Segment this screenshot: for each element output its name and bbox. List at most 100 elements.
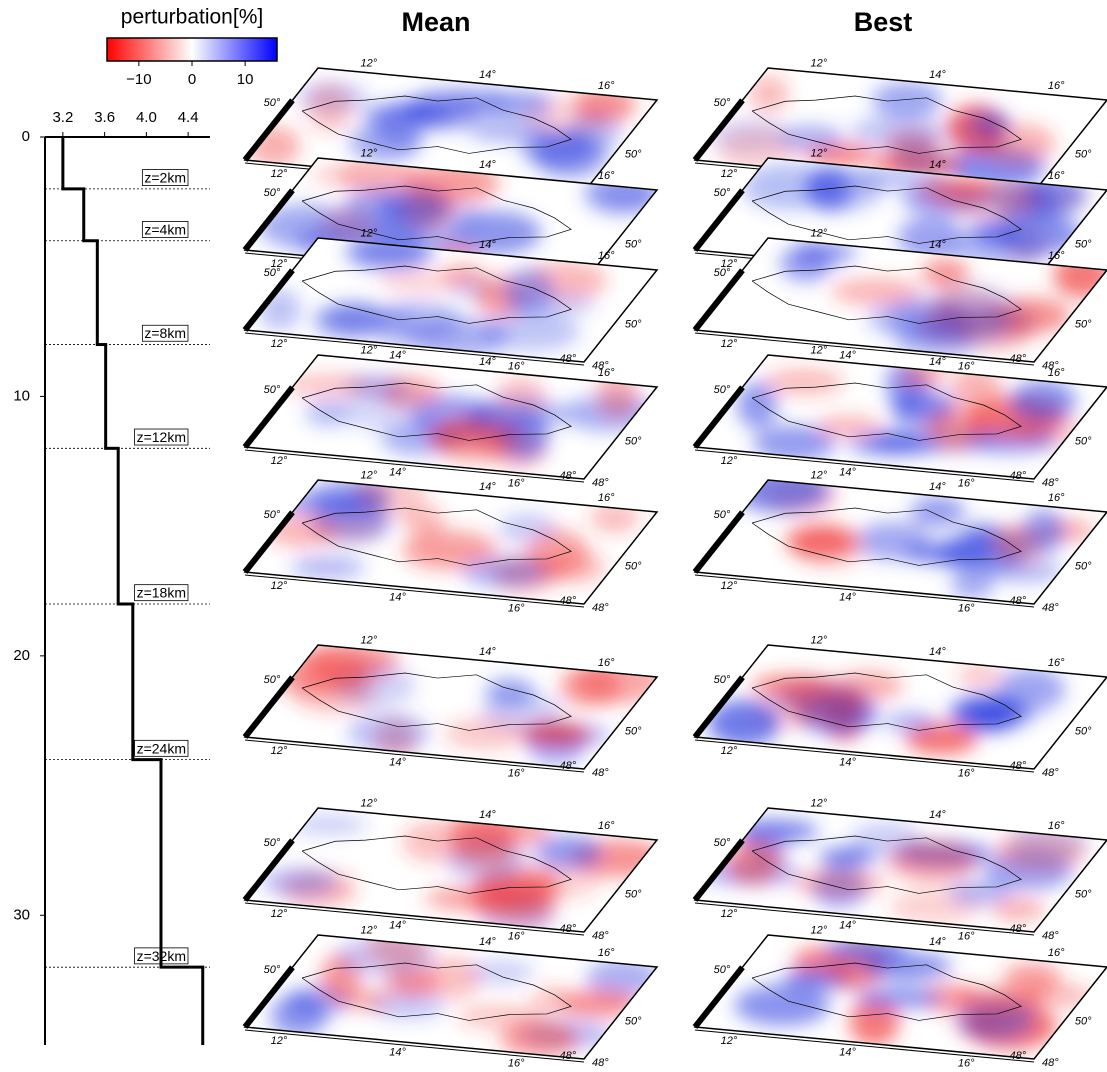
anomaly	[884, 711, 936, 733]
anomaly	[342, 989, 389, 1010]
lon-label: 14°	[839, 591, 856, 603]
anomaly	[819, 848, 873, 868]
lon-label: 16°	[508, 361, 525, 373]
anomaly	[968, 703, 1016, 730]
lat-label: 50°	[264, 674, 281, 686]
lon-label: 12°	[811, 925, 828, 937]
lon-label: 16°	[598, 80, 615, 92]
lat-label: 48°	[1010, 470, 1027, 482]
lon-label: 12°	[361, 470, 378, 482]
anomaly	[347, 713, 430, 752]
lon-label: 14°	[839, 919, 856, 931]
colorbar-tick-label: 10	[237, 71, 254, 88]
lon-label: 14°	[389, 756, 406, 768]
anomaly	[506, 294, 596, 315]
lon-label: 12°	[271, 338, 288, 350]
map-panel: 12°12°14°14°16°16°48°50°48°50°	[695, 467, 1107, 614]
lat-label: 50°	[264, 267, 281, 279]
lon-label: 14°	[479, 159, 496, 171]
lat-label: 50°	[625, 149, 642, 161]
lon-label: 12°	[271, 745, 288, 757]
lon-label: 14°	[929, 69, 946, 81]
x-tick-label: 4.4	[178, 109, 199, 126]
lon-label: 12°	[361, 228, 378, 240]
y-tick-label: 10	[13, 387, 30, 404]
anomaly	[532, 986, 574, 1013]
column-title: Best	[854, 7, 913, 37]
anomaly	[291, 815, 367, 835]
lat-label: 50°	[625, 889, 642, 901]
depth-label: z=4km	[144, 221, 186, 237]
anomaly	[307, 84, 352, 132]
lat-label: 48°	[560, 923, 577, 935]
lat-label: 50°	[1075, 239, 1092, 251]
lon-label: 14°	[929, 239, 946, 251]
lon-label: 16°	[598, 820, 615, 832]
lat-label: 50°	[264, 837, 281, 849]
lon-label: 14°	[479, 481, 496, 493]
lat-label: 50°	[264, 97, 281, 109]
lon-label: 14°	[929, 646, 946, 658]
lon-label: 16°	[958, 768, 975, 780]
lon-label: 12°	[811, 798, 828, 810]
anomaly	[262, 867, 339, 896]
lat-label: 48°	[592, 930, 609, 942]
lon-label: 16°	[598, 492, 615, 504]
map-panel: 12°12°14°14°16°16°48°50°48°50°	[695, 798, 1107, 943]
lat-label: 50°	[1075, 436, 1092, 448]
lon-label: 12°	[271, 1035, 288, 1047]
lat-label: 48°	[1010, 923, 1027, 935]
lat-label: 48°	[1042, 1057, 1059, 1069]
lat-label: 50°	[264, 509, 281, 521]
depth-label: z=18km	[137, 585, 186, 601]
lat-label: 48°	[592, 602, 609, 614]
lon-label: 12°	[811, 635, 828, 647]
lon-label: 16°	[958, 603, 975, 615]
lon-label: 14°	[929, 356, 946, 368]
lat-label: 50°	[714, 837, 731, 849]
anomaly	[786, 526, 857, 558]
lon-label: 16°	[1048, 820, 1065, 832]
lat-label: 48°	[1010, 760, 1027, 772]
lat-label: 48°	[592, 477, 609, 489]
anomaly	[896, 323, 977, 359]
lat-label: 50°	[1075, 726, 1092, 738]
lon-label: 16°	[1048, 657, 1065, 669]
lon-label: 14°	[479, 936, 496, 948]
lat-label: 50°	[625, 436, 642, 448]
colorbar-tick-label: −10	[126, 71, 151, 88]
lon-label: 12°	[721, 168, 738, 180]
anomaly	[482, 312, 580, 351]
lon-label: 14°	[929, 481, 946, 493]
lon-label: 14°	[839, 466, 856, 478]
anomaly	[780, 245, 832, 282]
lon-label: 16°	[958, 478, 975, 490]
x-tick-label: 4.0	[136, 109, 157, 126]
anomaly	[425, 887, 523, 910]
lon-label: 12°	[811, 345, 828, 357]
lon-label: 12°	[361, 58, 378, 70]
lon-label: 12°	[721, 908, 738, 920]
lon-label: 16°	[958, 931, 975, 943]
lon-label: 12°	[811, 148, 828, 160]
lon-label: 16°	[1048, 80, 1065, 92]
lon-label: 16°	[1048, 367, 1065, 379]
lon-label: 12°	[721, 455, 738, 467]
lon-label: 16°	[958, 1058, 975, 1070]
lon-label: 12°	[811, 58, 828, 70]
y-tick-label: 30	[13, 906, 30, 923]
lat-label: 50°	[1075, 319, 1092, 331]
lat-label: 50°	[714, 267, 731, 279]
anomaly	[850, 115, 947, 148]
anomaly	[911, 496, 965, 527]
anomaly	[889, 841, 977, 882]
lon-label: 14°	[929, 936, 946, 948]
lat-label: 50°	[625, 561, 642, 573]
depth-label: z=12km	[137, 429, 186, 445]
lon-label: 14°	[389, 1046, 406, 1058]
lon-label: 12°	[361, 925, 378, 937]
colorbar	[107, 38, 277, 61]
lat-label: 48°	[1042, 477, 1059, 489]
depth-label: z=2km	[144, 170, 186, 186]
anomaly	[734, 985, 830, 1026]
